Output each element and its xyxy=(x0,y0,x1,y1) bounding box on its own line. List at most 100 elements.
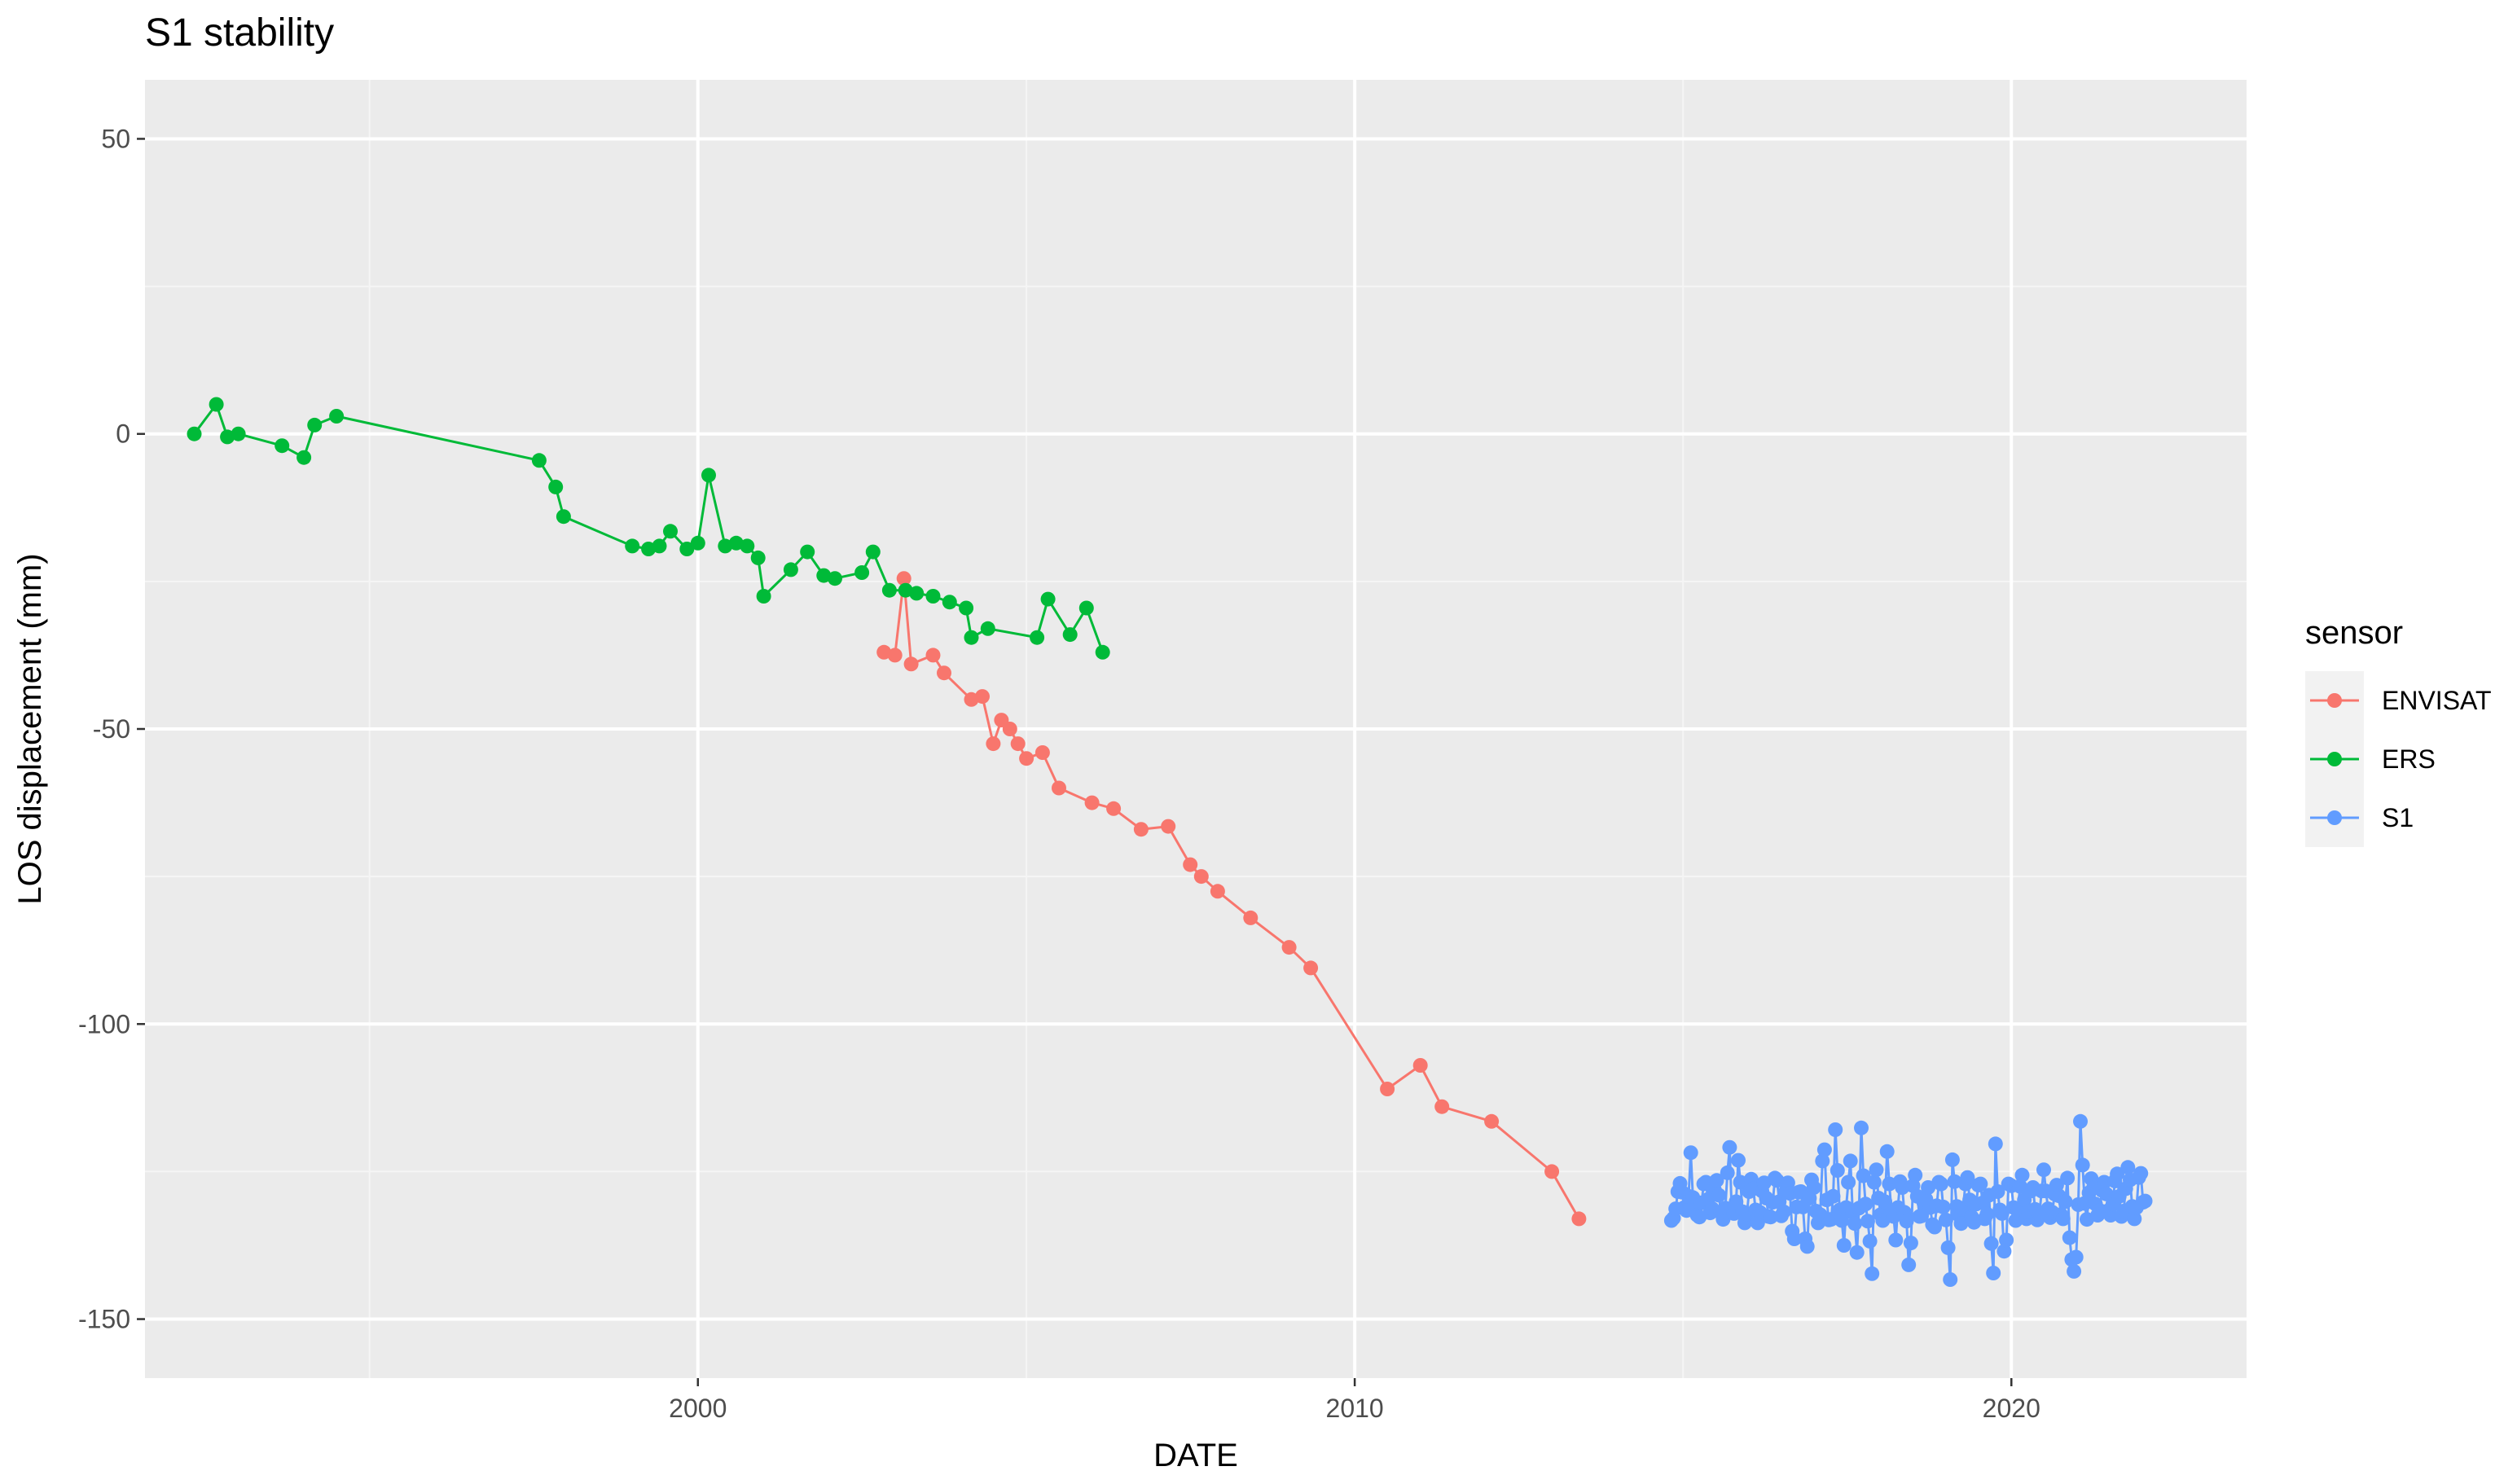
data-point-envisat xyxy=(1243,910,1258,925)
data-point-envisat xyxy=(1034,745,1050,760)
data-point-s1 xyxy=(2097,1174,2112,1190)
y-tick-label: -50 xyxy=(93,714,130,744)
data-point-envisat xyxy=(1434,1099,1450,1114)
data-point-envisat xyxy=(1084,795,1100,810)
data-point-s1 xyxy=(1938,1212,1953,1227)
grid-major xyxy=(145,80,2247,1378)
data-point-s1 xyxy=(2110,1166,2125,1182)
data-point-s1 xyxy=(1960,1170,1975,1185)
data-point-envisat xyxy=(896,571,911,586)
legend-key-point xyxy=(2327,752,2342,766)
legend-item-envisat: ENVISAT xyxy=(2305,671,2492,730)
data-point-s1 xyxy=(1999,1232,2014,1248)
data-point-envisat xyxy=(975,689,990,705)
data-point-s1 xyxy=(1834,1213,1850,1228)
data-point-ers xyxy=(531,453,547,468)
data-point-ers xyxy=(187,426,202,441)
data-point-ers xyxy=(942,595,957,610)
data-point-s1 xyxy=(1836,1238,1852,1253)
series-s1 xyxy=(1663,1113,2153,1287)
data-point-ers xyxy=(980,621,995,636)
data-point-ers xyxy=(548,479,564,494)
legend-key-point xyxy=(2327,693,2342,708)
data-point-ers xyxy=(728,535,744,551)
data-point-ers xyxy=(828,571,842,586)
data-point-s1 xyxy=(2060,1170,2076,1186)
data-point-s1 xyxy=(1986,1266,2001,1280)
data-point-s1 xyxy=(1711,1188,1727,1203)
data-point-s1 xyxy=(1799,1239,1815,1254)
data-point-envisat xyxy=(1380,1082,1395,1096)
data-point-ers xyxy=(701,468,716,483)
x-tick-label: 2020 xyxy=(1983,1394,2040,1423)
series-ers xyxy=(187,397,1110,660)
legend-item-ers: ERS xyxy=(2305,730,2436,788)
data-point-s1 xyxy=(1990,1184,2005,1199)
data-point-ers xyxy=(865,544,881,560)
data-point-ers xyxy=(800,544,815,560)
legend-label: ENVISAT xyxy=(2382,686,2492,715)
data-point-envisat xyxy=(1161,819,1176,834)
data-point-ers xyxy=(1078,600,1094,616)
data-point-s1 xyxy=(1901,1257,1917,1272)
data-point-ers xyxy=(220,429,235,445)
data-point-s1 xyxy=(1823,1212,1838,1227)
data-point-ers xyxy=(625,538,640,554)
data-point-s1 xyxy=(1825,1188,1841,1204)
data-point-s1 xyxy=(1763,1210,1778,1225)
data-point-ers xyxy=(718,538,733,554)
data-point-ers xyxy=(1030,630,1045,645)
data-point-s1 xyxy=(1815,1153,1830,1169)
data-point-s1 xyxy=(1973,1176,1988,1192)
data-point-s1 xyxy=(1722,1139,1737,1155)
data-point-ers xyxy=(740,538,755,554)
x-tick-label: 2010 xyxy=(1326,1394,1384,1423)
data-point-s1 xyxy=(1908,1167,1923,1183)
data-point-envisat xyxy=(1106,801,1122,816)
data-point-s1 xyxy=(1888,1232,1904,1248)
chart-title: S1 stability xyxy=(145,11,334,55)
data-point-envisat xyxy=(1010,736,1026,752)
data-point-envisat xyxy=(925,648,941,663)
series-layer xyxy=(187,397,2153,1287)
data-point-envisat xyxy=(1303,960,1319,976)
data-point-s1 xyxy=(1860,1214,1875,1229)
data-point-s1 xyxy=(2073,1113,2088,1129)
data-point-ers xyxy=(816,568,832,583)
data-point-ers xyxy=(925,589,941,604)
data-point-s1 xyxy=(1828,1122,1843,1137)
data-point-s1 xyxy=(1776,1204,1791,1219)
data-point-s1 xyxy=(2058,1194,2073,1210)
data-point-s1 xyxy=(1720,1165,1735,1180)
data-point-ers xyxy=(756,589,771,604)
legend: sensor ENVISAT ERS S1 xyxy=(2305,615,2492,847)
data-point-s1 xyxy=(2014,1167,2030,1183)
data-point-s1 xyxy=(1731,1153,1746,1168)
data-point-envisat xyxy=(1133,822,1149,837)
data-point-s1 xyxy=(1903,1236,1918,1251)
data-point-s1 xyxy=(2067,1263,2082,1279)
data-point-s1 xyxy=(1865,1266,1880,1281)
data-point-ers xyxy=(231,426,246,441)
data-point-s1 xyxy=(1983,1236,1999,1251)
data-point-ers xyxy=(307,417,323,432)
data-point-envisat xyxy=(1484,1113,1500,1129)
data-point-ers xyxy=(898,582,913,598)
data-point-envisat xyxy=(1281,940,1297,955)
data-point-ers xyxy=(854,565,870,580)
legend-key-point xyxy=(2327,810,2342,825)
data-point-ers xyxy=(1040,591,1056,607)
legend-item-s1: S1 xyxy=(2305,788,2414,847)
data-point-ers xyxy=(652,538,667,554)
data-point-s1 xyxy=(1943,1272,1958,1287)
data-point-envisat xyxy=(1019,751,1034,766)
x-axis: 2000 2010 2020 xyxy=(669,1378,2040,1423)
data-point-s1 xyxy=(2127,1211,2142,1227)
data-point-ers xyxy=(783,562,798,577)
data-point-s1 xyxy=(2068,1249,2084,1265)
x-axis-title: DATE xyxy=(1153,1438,1238,1473)
data-point-ers xyxy=(881,582,897,598)
data-point-s1 xyxy=(1843,1153,1858,1169)
data-point-s1 xyxy=(1934,1176,1948,1192)
